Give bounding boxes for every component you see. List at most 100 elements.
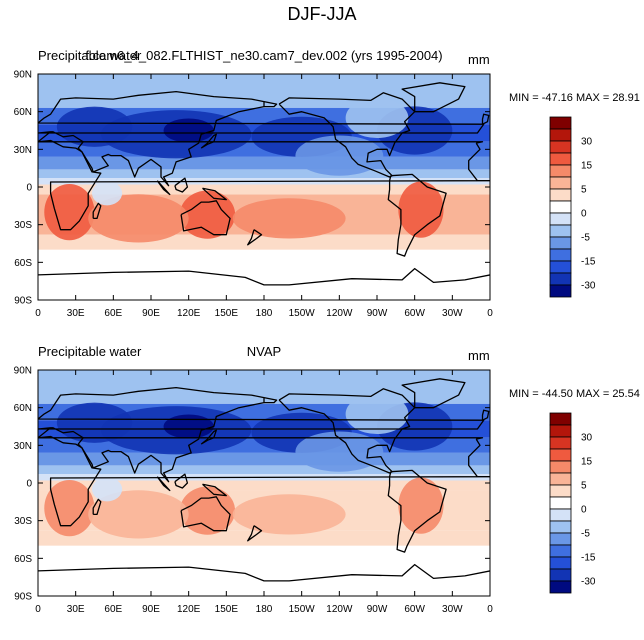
lon-tick-label: 60E	[104, 604, 122, 615]
contour-feature	[345, 97, 409, 139]
coastline	[387, 469, 447, 553]
units-label: mm	[468, 348, 490, 363]
coastline	[387, 173, 447, 257]
colorbar-swatch	[549, 484, 572, 498]
coastline	[247, 229, 263, 246]
colorbar-swatch	[549, 568, 572, 582]
colorbar-label: 15	[581, 161, 593, 172]
colorbar-swatch	[549, 116, 572, 130]
lat-tick-label: 90S	[14, 592, 32, 603]
colorbar-label: -5	[581, 529, 590, 540]
coastline	[38, 90, 485, 187]
lon-tick-label: 150E	[215, 604, 239, 615]
lat-tick-label: 90N	[14, 70, 32, 81]
lat-tick-label: 0	[26, 183, 32, 194]
coastline	[38, 563, 490, 582]
lat-tick-label: 30N	[14, 441, 32, 452]
coastline	[278, 388, 416, 474]
lat-tick-label: 0	[26, 479, 32, 490]
contour-feature	[163, 414, 214, 439]
contour-feature	[398, 477, 444, 534]
lon-tick-label: 30W	[442, 604, 463, 615]
lon-tick-label: 90E	[142, 604, 160, 615]
lon-tick-label: 0	[35, 604, 41, 615]
left-label: Precipitable water	[38, 48, 142, 63]
lon-tick-label: 120W	[326, 308, 353, 319]
lon-tick-label: 90E	[142, 308, 160, 319]
lon-tick-label: 60W	[404, 308, 425, 319]
coastline	[180, 200, 231, 236]
contour-feature	[44, 479, 95, 537]
colorbar-swatch	[549, 448, 572, 462]
coastline	[156, 476, 171, 492]
contour-feature	[232, 198, 346, 239]
colorbar-label: 5	[581, 481, 587, 492]
colorbar-swatch	[549, 580, 572, 594]
map-panel-bottom: Precipitable water NVAP mm MIN = -44.50 MAX…	[0, 340, 644, 640]
lat-tick-label: 30N	[14, 145, 32, 156]
coastline	[202, 187, 227, 201]
lon-tick-label: 90W	[367, 308, 388, 319]
contour-band	[38, 465, 490, 475]
colorbar-swatch	[549, 212, 572, 226]
contour-feature	[398, 181, 444, 238]
coastline	[481, 409, 490, 421]
contour-feature	[163, 118, 214, 143]
left-label: Precipitable water	[38, 344, 142, 359]
min-max-label: MIN = -47.16 MAX = 28.91	[509, 92, 640, 104]
units-label: mm	[468, 52, 490, 67]
colorbar-swatch	[549, 152, 572, 166]
lon-tick-label: 30W	[442, 308, 463, 319]
contour-band	[38, 184, 490, 195]
lon-tick-label: 30E	[67, 308, 85, 319]
colorbar-swatch	[549, 284, 572, 298]
colorbar-label: 30	[581, 433, 593, 444]
contour-feature	[88, 194, 189, 243]
coastline	[200, 429, 217, 445]
lat-tick-label: 30S	[14, 516, 32, 527]
coastline	[38, 386, 485, 483]
lat-tick-label: 90N	[14, 366, 32, 377]
colorbar-swatch	[549, 188, 572, 202]
colorbar-swatch	[549, 140, 572, 154]
coastline	[174, 473, 189, 489]
lat-tick-label: 60S	[14, 258, 32, 269]
coastline	[401, 82, 466, 113]
coastline	[92, 498, 102, 516]
colorbar-swatch	[549, 164, 572, 178]
contour-band	[38, 480, 490, 491]
coastline	[247, 525, 263, 542]
colorbar-swatch	[549, 176, 572, 190]
lon-tick-label: 150E	[215, 308, 239, 319]
min-max-label: MIN = -44.50 MAX = 25.54	[509, 388, 640, 400]
colorbar-swatch	[549, 128, 572, 142]
lat-tick-label: 60S	[14, 554, 32, 565]
colorbar-swatch	[549, 496, 572, 510]
lon-tick-label: 60W	[404, 604, 425, 615]
lon-tick-label: 180	[256, 308, 273, 319]
contour-feature	[56, 402, 133, 443]
lon-tick-label: 30E	[67, 604, 85, 615]
lon-tick-label: 0	[487, 308, 493, 319]
lon-tick-label: 0	[487, 604, 493, 615]
contour-feature	[91, 477, 123, 502]
contour-feature	[232, 494, 346, 535]
center-label: f.cam6_4_082.FLTHIST_ne30.cam7_dev.002 (…	[85, 48, 443, 63]
colorbar-label: -15	[581, 553, 596, 564]
colorbar-swatch	[549, 544, 572, 558]
colorbar-label: 15	[581, 457, 593, 468]
lon-tick-label: 0	[35, 308, 41, 319]
contour-band	[38, 169, 490, 179]
colorbar-label: 0	[581, 209, 587, 220]
coastline	[180, 496, 231, 532]
colorbar-swatch	[549, 472, 572, 486]
colorbar-swatch	[549, 424, 572, 438]
coastline	[401, 378, 466, 409]
colorbar-label: 5	[581, 185, 587, 196]
coastline	[481, 113, 490, 125]
contour-feature	[179, 486, 236, 535]
lon-tick-label: 120E	[177, 308, 201, 319]
colorbar-swatch	[549, 200, 572, 214]
contour-feature	[179, 190, 236, 239]
map-panel-top: Precipitable water f.cam6_4_082.FLTHIST_n…	[0, 44, 644, 344]
